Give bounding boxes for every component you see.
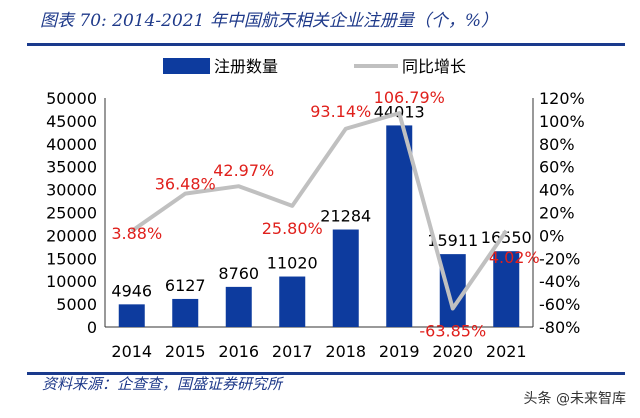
growth-label: 106.79% xyxy=(374,88,445,107)
watermark: 头条 @未来智库 xyxy=(523,391,626,407)
x-tick-label: 2014 xyxy=(111,342,152,361)
right-tick-label: 0% xyxy=(539,226,564,245)
right-tick-label: 120% xyxy=(539,89,585,108)
legend-bar-swatch xyxy=(163,58,210,74)
bottom-rule xyxy=(27,372,625,375)
growth-label: 93.14% xyxy=(310,102,371,121)
growth-label: 4.02% xyxy=(489,248,540,267)
left-tick-label: 0 xyxy=(87,318,97,337)
left-tick-label: 50000 xyxy=(46,89,97,108)
left-tick-label: 30000 xyxy=(46,181,97,200)
left-tick-label: 40000 xyxy=(46,135,97,154)
right-tick-label: 20% xyxy=(539,204,575,223)
right-tick-label: -20% xyxy=(539,249,580,268)
bar-label: 15911 xyxy=(427,231,478,250)
left-tick-label: 10000 xyxy=(46,272,97,291)
bar-label: 16550 xyxy=(481,228,532,247)
x-tick-label: 2020 xyxy=(432,342,473,361)
left-tick-label: 25000 xyxy=(46,204,97,223)
bar-label: 8760 xyxy=(218,264,259,283)
left-tick-label: 15000 xyxy=(46,249,97,268)
bar-2017 xyxy=(279,276,306,327)
x-tick-label: 2015 xyxy=(165,342,206,361)
left-tick-label: 45000 xyxy=(46,112,97,131)
x-tick-label: 2016 xyxy=(218,342,259,361)
right-tick-label: -40% xyxy=(539,272,580,291)
bar-label: 21284 xyxy=(320,207,371,226)
bar-2018 xyxy=(332,229,359,327)
right-tick-label: 100% xyxy=(539,112,585,131)
bar-2019 xyxy=(386,125,413,327)
growth-label: 25.80% xyxy=(262,219,323,238)
bar-2015 xyxy=(172,298,199,327)
right-tick-label: -60% xyxy=(539,295,580,314)
bar-2014 xyxy=(118,304,145,327)
growth-label: -63.85% xyxy=(419,322,486,341)
bar-2021 xyxy=(493,251,520,327)
growth-label: 3.88% xyxy=(111,224,162,243)
x-tick-label: 2018 xyxy=(325,342,366,361)
legend-line-label: 同比增长 xyxy=(402,57,466,76)
bar-label: 6127 xyxy=(165,276,206,295)
x-tick-label: 2017 xyxy=(272,342,313,361)
x-tick-label: 2021 xyxy=(486,342,527,361)
left-tick-label: 35000 xyxy=(46,158,97,177)
bar-2016 xyxy=(225,286,252,327)
bar-2020 xyxy=(439,254,466,327)
right-tick-label: 80% xyxy=(539,135,575,154)
x-tick-label: 2019 xyxy=(379,342,420,361)
growth-label: 36.48% xyxy=(155,175,216,194)
right-tick-label: 40% xyxy=(539,181,575,200)
growth-label: 42.97% xyxy=(213,161,274,180)
bar-label: 4946 xyxy=(111,281,152,300)
right-tick-label: 60% xyxy=(539,158,575,177)
left-tick-label: 5000 xyxy=(56,295,97,314)
chart-title: 图表 70: 2014-2021 年中国航天相关企业注册量（个，%） xyxy=(40,11,498,31)
right-tick-label: -80% xyxy=(539,318,580,337)
top-rule xyxy=(27,43,625,46)
bar-label: 11020 xyxy=(267,254,318,273)
growth-line xyxy=(130,111,508,311)
source-note: 资料来源：企查查，国盛证券研究所 xyxy=(42,375,283,393)
left-tick-label: 20000 xyxy=(46,226,97,245)
legend-bar-label: 注册数量 xyxy=(214,57,278,76)
